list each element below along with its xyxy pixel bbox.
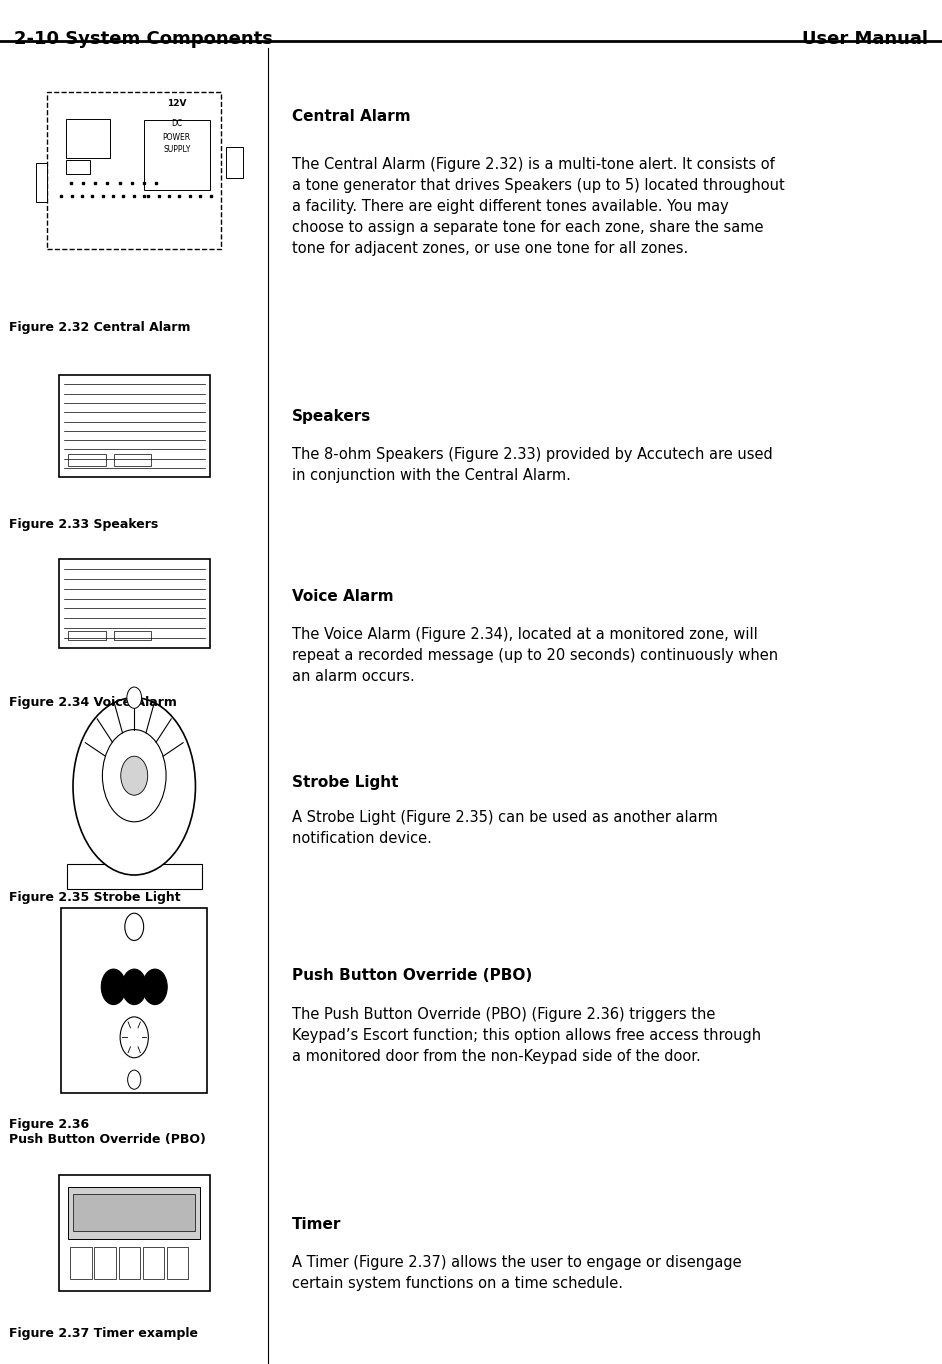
Circle shape bbox=[122, 970, 147, 1004]
Text: The Push Button Override (PBO) (Figure 2.36) triggers the
Keypad’s Escort functi: The Push Button Override (PBO) (Figure 2… bbox=[292, 1007, 761, 1064]
FancyBboxPatch shape bbox=[47, 93, 221, 248]
Circle shape bbox=[73, 697, 195, 876]
Text: Figure 2.35 Strobe Light: Figure 2.35 Strobe Light bbox=[9, 891, 181, 904]
Text: A Timer (Figure 2.37) allows the user to engage or disengage
certain system func: A Timer (Figure 2.37) allows the user to… bbox=[292, 1255, 741, 1290]
Bar bbox=[58, 1176, 209, 1290]
Bar bbox=[113, 630, 151, 640]
Text: Strobe Light: Strobe Light bbox=[292, 775, 398, 790]
Circle shape bbox=[101, 970, 125, 1004]
Bar bbox=[113, 454, 151, 466]
Bar bbox=[67, 863, 202, 889]
Circle shape bbox=[120, 1018, 148, 1058]
Circle shape bbox=[127, 1071, 140, 1090]
Text: A Strobe Light (Figure 2.35) can be used as another alarm
notification device.: A Strobe Light (Figure 2.35) can be used… bbox=[292, 810, 718, 846]
Bar bbox=[119, 1247, 139, 1279]
Circle shape bbox=[127, 687, 141, 708]
Text: Figure 2.34 Voice Alarm: Figure 2.34 Voice Alarm bbox=[9, 696, 177, 709]
Text: The 8-ohm Speakers (Figure 2.33) provided by Accutech are used
in conjunction wi: The 8-ohm Speakers (Figure 2.33) provide… bbox=[292, 447, 772, 483]
Text: POWER: POWER bbox=[163, 132, 191, 142]
Bar bbox=[58, 375, 209, 477]
Text: User Manual: User Manual bbox=[802, 30, 928, 48]
Text: 12V: 12V bbox=[167, 100, 187, 109]
Bar bbox=[66, 160, 90, 173]
Text: Figure 2.36
Push Button Override (PBO): Figure 2.36 Push Button Override (PBO) bbox=[9, 1118, 206, 1147]
Circle shape bbox=[124, 914, 143, 941]
Text: The Central Alarm (Figure 2.32) is a multi-tone alert. It consists of
a tone gen: The Central Alarm (Figure 2.32) is a mul… bbox=[292, 157, 785, 256]
Text: Speakers: Speakers bbox=[292, 409, 371, 424]
Bar bbox=[94, 1247, 116, 1279]
Bar bbox=[36, 162, 47, 202]
Circle shape bbox=[142, 970, 168, 1004]
Text: Central Alarm: Central Alarm bbox=[292, 109, 411, 124]
Bar bbox=[66, 119, 109, 158]
Bar bbox=[143, 120, 210, 190]
Bar bbox=[73, 1194, 195, 1230]
Text: Timer: Timer bbox=[292, 1217, 341, 1232]
Bar bbox=[68, 454, 106, 466]
Bar bbox=[61, 908, 207, 1093]
Bar bbox=[167, 1247, 188, 1279]
Text: DC: DC bbox=[171, 119, 183, 128]
Circle shape bbox=[103, 730, 166, 821]
Text: The Voice Alarm (Figure 2.34), located at a monitored zone, will
repeat a record: The Voice Alarm (Figure 2.34), located a… bbox=[292, 627, 778, 685]
Bar bbox=[68, 630, 106, 640]
Bar bbox=[226, 147, 243, 179]
Bar bbox=[142, 1247, 164, 1279]
Text: Push Button Override (PBO): Push Button Override (PBO) bbox=[292, 968, 532, 983]
Text: SUPPLY: SUPPLY bbox=[163, 145, 190, 154]
Bar bbox=[58, 559, 209, 648]
Bar bbox=[70, 1247, 91, 1279]
Bar bbox=[68, 1187, 200, 1239]
Text: Figure 2.32 Central Alarm: Figure 2.32 Central Alarm bbox=[9, 321, 191, 334]
Text: Voice Alarm: Voice Alarm bbox=[292, 589, 394, 604]
Circle shape bbox=[121, 756, 148, 795]
Text: Figure 2.37 Timer example: Figure 2.37 Timer example bbox=[9, 1327, 199, 1341]
Text: Figure 2.33 Speakers: Figure 2.33 Speakers bbox=[9, 518, 158, 532]
Text: 2-10 System Components: 2-10 System Components bbox=[14, 30, 273, 48]
